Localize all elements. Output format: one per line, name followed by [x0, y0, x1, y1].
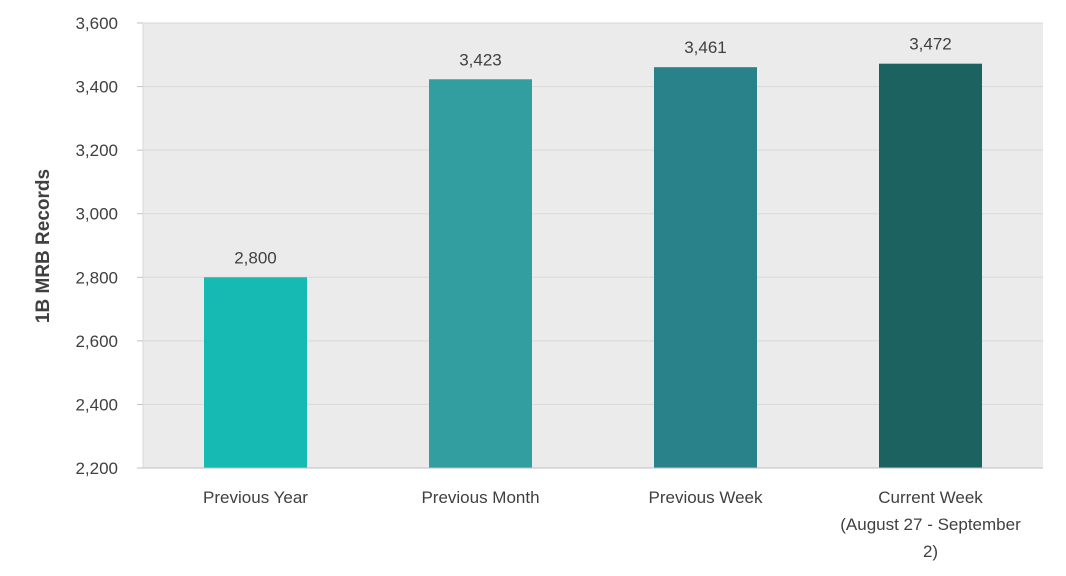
- bar-value-label: 2,800: [234, 248, 277, 267]
- bar: [204, 277, 307, 468]
- x-category-label: Current Week: [878, 488, 983, 507]
- x-category-label: 2): [923, 542, 938, 561]
- y-tick-label: 3,400: [75, 78, 118, 97]
- bar-value-label: 3,472: [909, 35, 952, 54]
- data-labels: 2,800 3,423 3,461 3,472: [234, 35, 952, 268]
- x-category-label: (August 27 - September: [840, 515, 1021, 534]
- x-category-label: Previous Week: [648, 488, 763, 507]
- y-tick-label: 3,600: [75, 14, 118, 33]
- y-tick-label: 2,600: [75, 332, 118, 351]
- y-tick-label: 2,400: [75, 395, 118, 414]
- y-tick-label: 3,000: [75, 205, 118, 224]
- y-tick-label: 3,200: [75, 141, 118, 160]
- bars: [204, 63, 982, 469]
- bar: [654, 67, 757, 469]
- x-category-label: Previous Month: [421, 488, 539, 507]
- y-tick-label: 2,200: [75, 459, 118, 478]
- y-axis-label: 1B MRB Records: [33, 169, 54, 323]
- x-axis-categories: Previous Year Previous Month Previous Week…: [203, 488, 1021, 561]
- x-category-label: Previous Year: [203, 488, 308, 507]
- y-axis-ticks: 2,200 2,400 2,600 2,800 3,000 3,200 3,400 3,600: [75, 14, 143, 478]
- bar: [429, 79, 532, 468]
- bar-value-label: 3,423: [459, 50, 502, 69]
- bar: [879, 63, 982, 468]
- bar-value-label: 3,461: [684, 38, 727, 57]
- y-tick-label: 2,800: [75, 268, 118, 287]
